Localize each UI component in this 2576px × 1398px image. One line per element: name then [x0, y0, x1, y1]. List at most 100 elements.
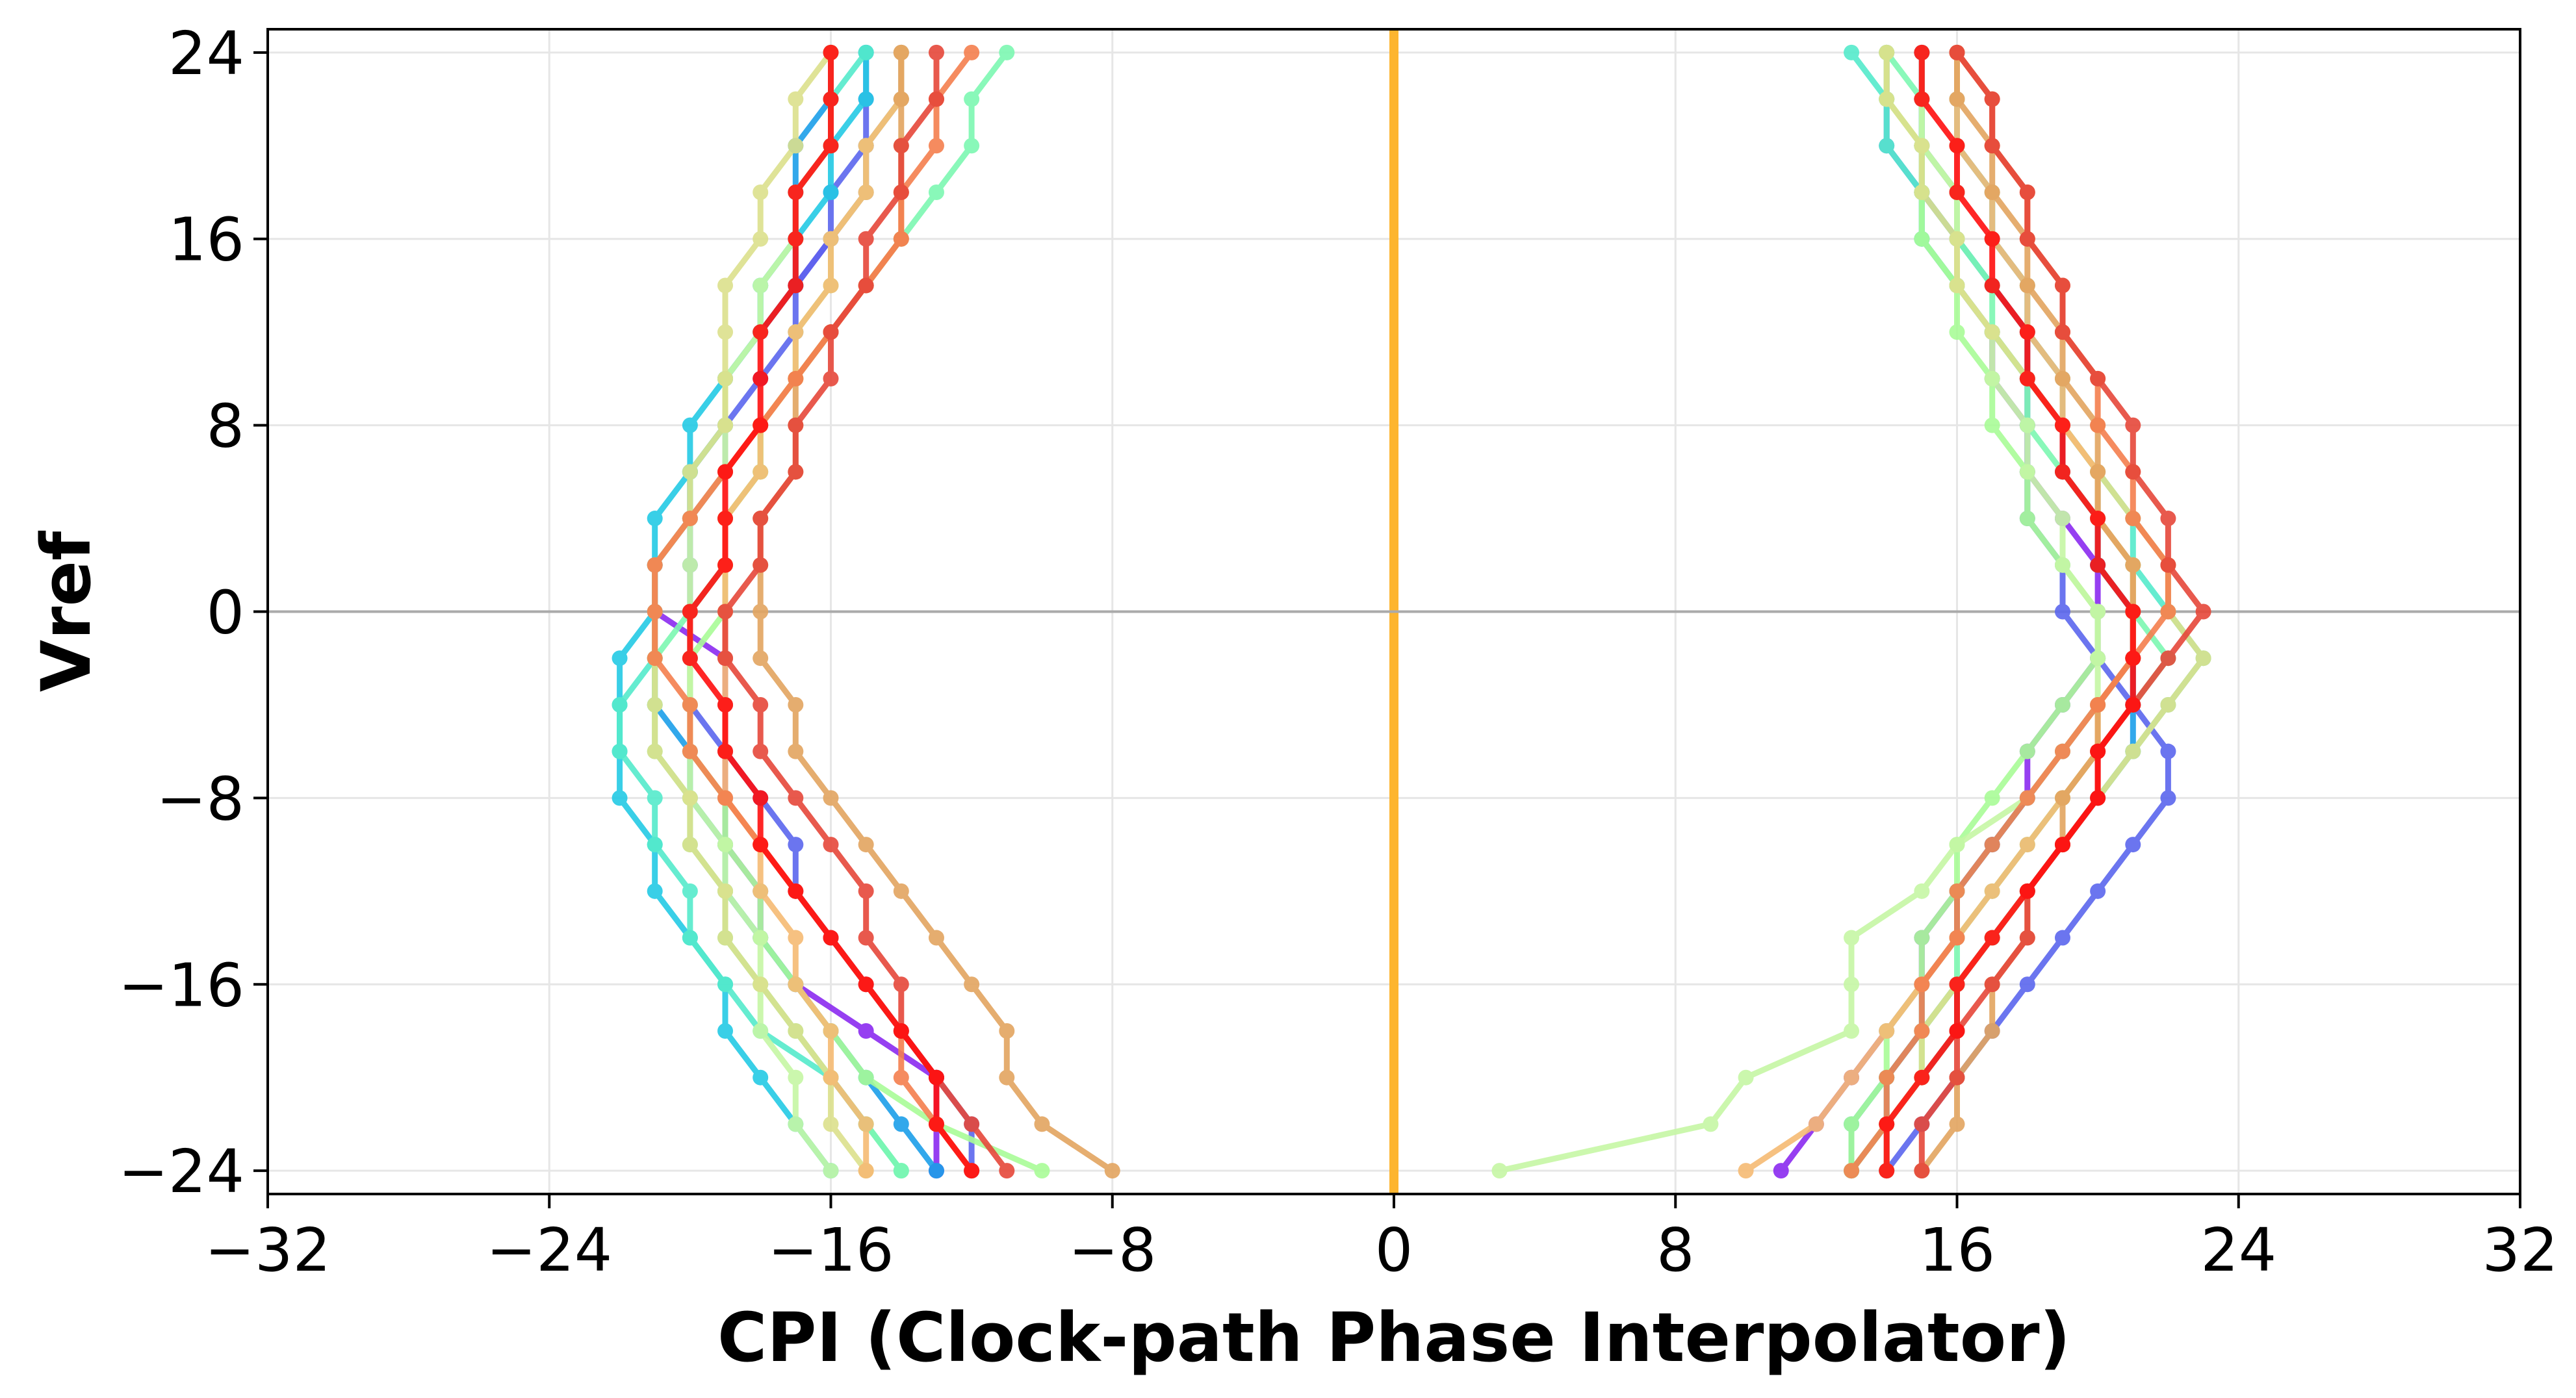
series-14-left-point [682, 604, 698, 620]
series-13-right-point [2195, 604, 2211, 620]
series-14-right-point [2054, 464, 2070, 480]
series-9-right-point [1914, 184, 1930, 201]
series-14-right-point [2090, 743, 2106, 759]
series-14-right-point [1984, 930, 2000, 946]
series-13-left-point [788, 790, 804, 806]
series-11-left-point [1034, 1116, 1050, 1132]
series-12-right-point [1949, 930, 1965, 946]
y-tick-label: 24 [168, 19, 244, 88]
series-12-left-point [928, 138, 944, 154]
series-14-right-point [1949, 138, 1965, 154]
series-14-left-point [788, 231, 804, 247]
series-12-left-point [964, 44, 980, 60]
series-9-left-point [682, 790, 698, 806]
x-tick-label: 8 [1656, 1215, 1695, 1285]
series-14-right-point [2054, 837, 2070, 853]
series-13-left-point [823, 324, 839, 340]
series-13-left-point [753, 511, 769, 527]
series-9-left-point [788, 91, 804, 107]
series-11-right-point [2090, 464, 2106, 480]
series-14-right-point [2090, 790, 2106, 806]
series-7-right-point [2054, 696, 2070, 713]
series-13-left-point [753, 743, 769, 759]
series-9-right-point [1879, 91, 1895, 107]
series-13-right-point [2019, 184, 2035, 201]
series-4-left-point [612, 790, 628, 806]
series-13-right-point [2125, 464, 2141, 480]
series-9-left-point [717, 324, 734, 340]
series-8-right-point [1844, 1023, 1860, 1039]
series-13-right-point [2054, 277, 2070, 294]
series-10-right-point [1984, 883, 2000, 899]
series-14-left-point [823, 138, 839, 154]
y-axis-label: Vref [27, 530, 106, 692]
series-14-left-point [717, 511, 734, 527]
series-8-right-point [1984, 370, 2000, 387]
series-5-left-point [858, 44, 874, 60]
series-11-left-point [928, 930, 944, 946]
series-12-left-point [788, 370, 804, 387]
x-tick-label: −16 [767, 1215, 894, 1285]
series-14-left-point [823, 91, 839, 107]
series-5-left-point [682, 883, 698, 899]
series-9-left-point [717, 277, 734, 294]
series-8-right-point [2054, 511, 2070, 527]
series-14-right-point [1914, 1069, 1930, 1086]
series-13-right-point [2160, 557, 2176, 573]
series-13-left-point [788, 417, 804, 433]
series-9-left-point [647, 743, 663, 759]
x-axis-label: CPI (Clock-path Phase Interpolator) [717, 1298, 2070, 1377]
series-11-left-point [1104, 1163, 1120, 1179]
series-11-left-point [823, 790, 839, 806]
series-2-right-point [2054, 930, 2070, 946]
series-8-left-point [788, 1069, 804, 1086]
series-11-right-point [1984, 184, 2000, 201]
series-14-right-point [1984, 277, 2000, 294]
series-10-right-point [1844, 1069, 1860, 1086]
series-9-left-point [717, 417, 734, 433]
series-9-right-point [1949, 277, 1965, 294]
series-2-right-point [2160, 743, 2176, 759]
series-11-left-point [753, 604, 769, 620]
series-13-left-point [823, 837, 839, 853]
series-13-left-point [893, 138, 909, 154]
series-12-right-point [2160, 604, 2176, 620]
series-4-left-point [717, 1023, 734, 1039]
series-10-left-point [753, 883, 769, 899]
series-2-left-point [788, 837, 804, 853]
series-13-left-point [999, 1163, 1015, 1179]
series-5-left-point [612, 696, 628, 713]
series-13-right-point [2019, 930, 2035, 946]
x-tick-label: 32 [2482, 1215, 2558, 1285]
series-9-left-point [717, 930, 734, 946]
series-9-left-point [682, 464, 698, 480]
series-10-left-point [788, 324, 804, 340]
series-13-right-point [2054, 324, 2070, 340]
series-4-left-point [647, 883, 663, 899]
series-8-right-point [2019, 464, 2035, 480]
series-14-left-point [823, 44, 839, 60]
series-13-right-point [2019, 231, 2035, 247]
series-12-right-point [1949, 883, 1965, 899]
series-13-right-point [2160, 511, 2176, 527]
series-12-right-point [2090, 696, 2106, 713]
series-4-left-point [823, 184, 839, 201]
x-tick-label: −8 [1068, 1215, 1157, 1285]
series-7-left-point [858, 1069, 874, 1086]
series-14-left-point [928, 1116, 944, 1132]
series-12-right-point [1984, 837, 2000, 853]
series-8-left-point [823, 1163, 839, 1179]
series-8-left-point [753, 1023, 769, 1039]
series-13-right-point [1949, 1069, 1965, 1086]
reference-lines [268, 29, 2520, 1194]
series-8-left-point [788, 1116, 804, 1132]
series-12-left-point [647, 604, 663, 620]
series-13-left-point [753, 557, 769, 573]
series-12-left-point [682, 743, 698, 759]
series-14-right-point [1914, 44, 1930, 60]
series-13-left-point [717, 604, 734, 620]
series-5-left-point [647, 790, 663, 806]
series-10-right-point [2019, 837, 2035, 853]
series-14-left-point [682, 650, 698, 667]
